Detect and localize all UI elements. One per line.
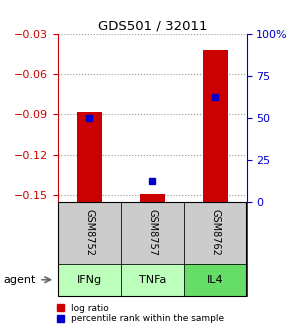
Bar xyxy=(202,50,228,202)
Title: GDS501 / 32011: GDS501 / 32011 xyxy=(97,19,207,33)
Text: IFNg: IFNg xyxy=(77,275,102,285)
Legend: log ratio, percentile rank within the sample: log ratio, percentile rank within the sa… xyxy=(57,303,224,323)
Bar xyxy=(77,112,102,202)
Text: TNFa: TNFa xyxy=(139,275,166,285)
Text: GSM8757: GSM8757 xyxy=(147,209,157,256)
Bar xyxy=(140,194,165,202)
Text: GSM8752: GSM8752 xyxy=(84,209,95,256)
Text: IL4: IL4 xyxy=(207,275,223,285)
Text: agent: agent xyxy=(3,275,35,285)
Text: GSM8762: GSM8762 xyxy=(210,209,220,256)
